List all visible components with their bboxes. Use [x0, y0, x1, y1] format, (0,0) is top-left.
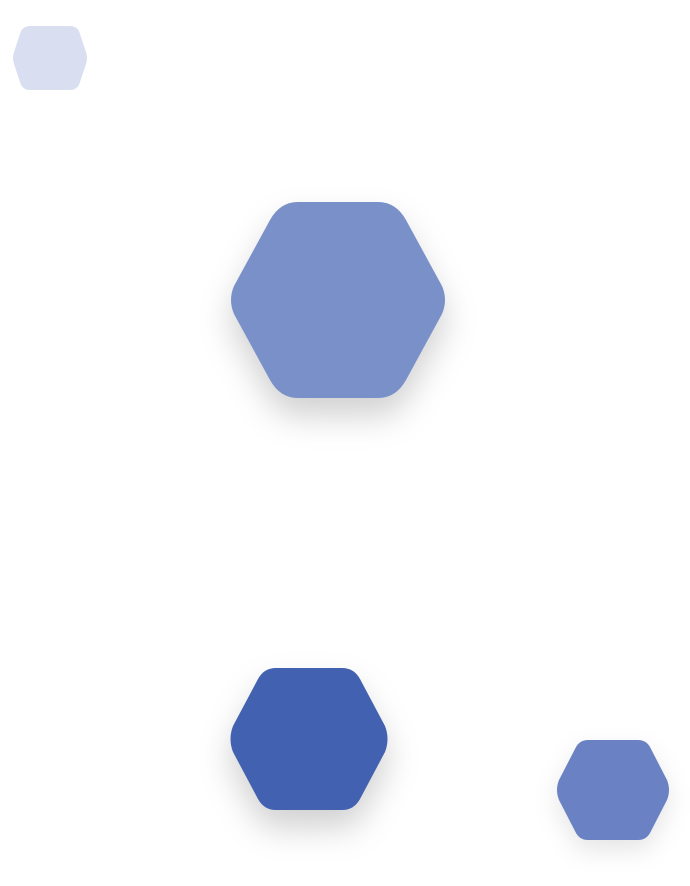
hexagon-shape	[557, 740, 669, 840]
decorative-hexagon-large	[228, 200, 448, 400]
hexagon-shape	[13, 26, 87, 90]
decorative-hexagon-medium-small	[554, 738, 672, 842]
decorative-hexagon-small	[12, 24, 88, 92]
hexagon-shape	[231, 202, 445, 398]
decorative-hexagon-medium	[228, 666, 390, 812]
hexagon-shape	[230, 668, 388, 810]
